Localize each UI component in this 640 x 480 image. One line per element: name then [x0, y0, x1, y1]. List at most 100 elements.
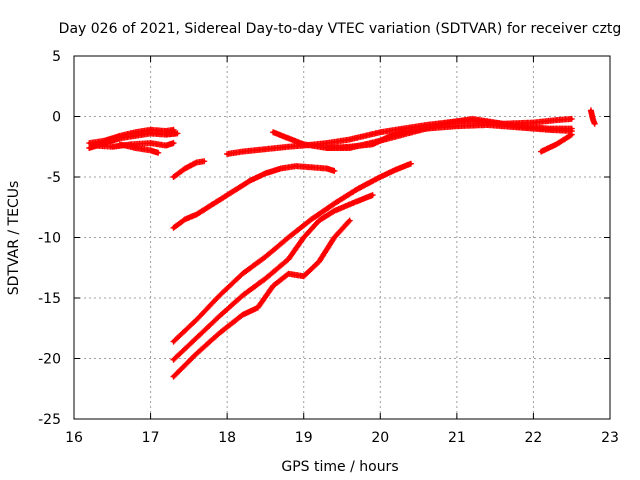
x-axis-label: GPS time / hours — [281, 459, 398, 475]
data-point — [263, 171, 267, 175]
data-point — [570, 117, 574, 121]
data-point — [547, 128, 551, 132]
data-point — [164, 133, 168, 137]
data-point — [195, 213, 199, 217]
data-points — [86, 107, 598, 380]
chart-title: Day 026 of 2021, Sidereal Day-to-day VTE… — [59, 21, 622, 37]
data-point — [589, 108, 593, 112]
y-tick-label: -25 — [38, 412, 61, 428]
data-point — [87, 141, 91, 145]
axis-ticks: 16 17 18 19 20 21 22 23 5 0 -5 -10 -15 -20 -25 — [38, 49, 619, 446]
data-point — [240, 150, 244, 154]
data-point — [217, 294, 221, 298]
series-arc-e — [170, 158, 208, 180]
data-point — [378, 175, 382, 179]
data-point — [149, 148, 153, 152]
data-point — [279, 167, 283, 171]
data-point — [240, 294, 244, 298]
series-arc-b — [86, 126, 177, 147]
series-markers — [170, 217, 353, 380]
data-point — [286, 136, 290, 140]
data-point — [172, 226, 176, 230]
data-point — [286, 145, 290, 149]
y-tick-label: -15 — [38, 291, 61, 307]
data-point — [302, 236, 306, 239]
data-point — [401, 127, 405, 131]
data-point — [240, 313, 244, 317]
data-point — [302, 142, 306, 146]
y-tick-label: 5 — [52, 49, 61, 65]
series-arc-k — [587, 107, 598, 127]
series-arc-f — [170, 163, 338, 231]
data-point — [325, 146, 329, 150]
data-point — [570, 129, 574, 133]
data-point — [118, 134, 122, 138]
data-point — [332, 169, 336, 173]
data-point — [355, 187, 359, 191]
data-point — [248, 179, 252, 183]
data-point — [210, 203, 214, 207]
data-point — [233, 188, 237, 192]
data-point — [317, 260, 321, 264]
series-arc-m — [170, 192, 376, 363]
data-point — [118, 142, 122, 146]
data-point — [309, 217, 313, 221]
data-point — [355, 199, 359, 203]
data-point — [363, 134, 367, 138]
data-point — [424, 123, 428, 127]
data-point — [110, 145, 114, 149]
data-point — [164, 129, 168, 133]
series-markers — [170, 158, 208, 180]
data-point — [195, 336, 199, 340]
data-point — [531, 121, 535, 125]
data-point — [325, 167, 329, 171]
data-point — [172, 128, 176, 132]
data-point — [133, 146, 137, 150]
data-point — [348, 137, 352, 141]
data-point — [593, 122, 597, 126]
data-point — [371, 142, 375, 146]
data-point — [172, 141, 176, 145]
data-point — [91, 144, 95, 148]
data-point — [447, 121, 451, 125]
data-point — [149, 128, 153, 132]
data-point — [286, 257, 290, 261]
data-point — [172, 340, 176, 344]
series-arc-n — [170, 217, 353, 380]
data-point — [570, 133, 574, 137]
data-point — [175, 131, 179, 135]
data-point — [263, 147, 267, 151]
data-point — [87, 146, 91, 150]
data-point — [156, 151, 160, 155]
data-point — [332, 236, 336, 239]
data-point — [394, 168, 398, 172]
y-tick-label: -20 — [38, 352, 61, 368]
x-tick-label: 19 — [295, 430, 313, 446]
data-point — [591, 118, 595, 122]
data-point — [240, 272, 244, 276]
data-point — [348, 219, 352, 223]
x-tick-label: 20 — [371, 430, 389, 446]
data-point — [470, 117, 474, 121]
data-point — [172, 358, 176, 362]
x-tick-label: 17 — [142, 430, 160, 446]
x-tick-label: 21 — [448, 430, 466, 446]
data-point — [409, 162, 413, 166]
data-point — [317, 219, 321, 223]
grid-lines — [74, 56, 610, 419]
series-arc-j — [538, 131, 575, 155]
data-point — [103, 139, 107, 143]
data-point — [485, 123, 489, 127]
x-tick-label: 23 — [601, 430, 619, 446]
data-point — [309, 165, 313, 169]
data-point — [348, 145, 352, 149]
data-point — [225, 193, 229, 197]
data-point — [172, 175, 176, 179]
x-tick-label: 22 — [525, 430, 543, 446]
data-point — [217, 314, 221, 318]
data-point — [256, 306, 260, 310]
data-point — [294, 164, 298, 168]
data-point — [371, 193, 375, 197]
data-point — [325, 141, 329, 145]
y-tick-label: -5 — [47, 170, 61, 186]
